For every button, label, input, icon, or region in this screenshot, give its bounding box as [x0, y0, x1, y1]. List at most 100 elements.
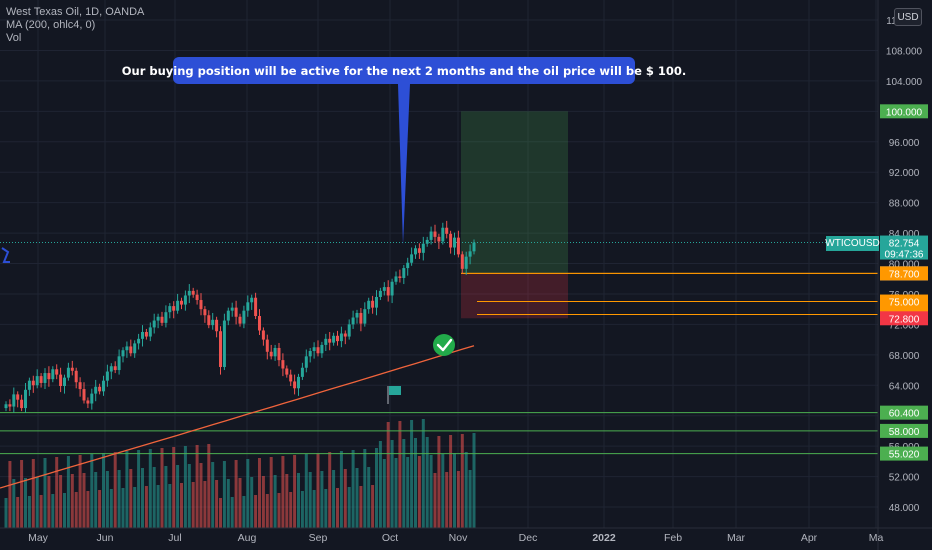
- candle-body: [312, 347, 316, 352]
- volume-bar: [472, 433, 476, 528]
- volume-bar: [74, 492, 78, 528]
- candle-body: [39, 376, 43, 383]
- volume-bar: [281, 456, 285, 528]
- x-tick-label: 2022: [592, 532, 616, 544]
- candle-body: [180, 300, 183, 305]
- candle-body: [144, 331, 148, 337]
- candle-body: [300, 367, 304, 377]
- volume-bar: [246, 459, 250, 528]
- volume-bar: [324, 489, 328, 528]
- volume-bar: [386, 422, 390, 528]
- volume-bar: [144, 486, 148, 528]
- volume-bar: [94, 472, 98, 528]
- volume-bar: [125, 451, 129, 528]
- currency-badge[interactable]: USD: [894, 8, 922, 26]
- volume-bar: [339, 451, 343, 528]
- x-tick-label: Feb: [664, 532, 682, 544]
- candle-body: [215, 319, 219, 332]
- volume-bar: [203, 481, 207, 528]
- level-badge: [880, 446, 928, 461]
- candle-body: [102, 380, 105, 392]
- candle-body: [211, 319, 215, 326]
- candle-body: [176, 300, 180, 311]
- level-badge-label: 58.000: [889, 427, 920, 438]
- volume-bars: [4, 419, 476, 528]
- chart-legend: West Texas Oil, 1D, OANDA MA (200, ohlc4…: [6, 6, 144, 45]
- level-badge-label: 60.400: [889, 409, 920, 420]
- volume-bar: [82, 473, 86, 528]
- candle-body: [320, 344, 324, 354]
- volume-bar: [47, 476, 51, 528]
- candle-body: [382, 287, 386, 291]
- volume-bar: [137, 450, 141, 528]
- volume-bar: [289, 492, 293, 528]
- callout-note[interactable]: Our buying position will be active for t…: [122, 57, 686, 84]
- volume-bar: [300, 491, 304, 528]
- legend-ma[interactable]: MA (200, ohlc4, 0): [6, 19, 96, 31]
- volume-bar: [16, 497, 20, 528]
- moving-average-line: [0, 345, 475, 489]
- candlesticks: [4, 220, 476, 413]
- volume-bar: [148, 449, 152, 528]
- y-tick-label: 92.000: [889, 168, 920, 179]
- candle-body: [121, 350, 125, 357]
- candle-body: [195, 294, 199, 301]
- candle-body: [336, 335, 339, 342]
- candle-body: [328, 338, 332, 343]
- candle-body: [156, 316, 160, 321]
- volume-bar: [78, 455, 82, 528]
- check-mark: [436, 338, 453, 352]
- candle-body: [464, 256, 468, 269]
- candle-body: [316, 347, 320, 354]
- level-badge: [880, 311, 928, 326]
- candle-body: [90, 393, 94, 404]
- candle-body: [449, 233, 453, 248]
- volume-bar: [363, 449, 367, 528]
- price-axis[interactable]: 48.00052.00056.00060.00064.00068.00072.0…: [880, 16, 928, 514]
- level-badge-label: 100.000: [886, 107, 923, 118]
- y-tick-label: 84.000: [889, 229, 920, 240]
- volume-bar: [102, 453, 105, 528]
- volume-bar: [109, 489, 113, 528]
- volume-bar: [195, 445, 199, 528]
- x-tick-label: Aug: [238, 532, 257, 544]
- candle-body: [207, 315, 211, 326]
- volume-bar: [238, 478, 242, 528]
- volume-bar: [351, 450, 355, 528]
- volume-bar: [156, 485, 160, 528]
- volume-bar: [328, 452, 332, 528]
- volume-bar: [273, 475, 277, 528]
- legend-symbol[interactable]: West Texas Oil, 1D, OANDA: [6, 6, 145, 18]
- legend-vol[interactable]: Vol: [6, 32, 22, 44]
- volume-bar: [187, 464, 191, 528]
- volume-bar: [121, 488, 125, 528]
- candle-body: [371, 300, 375, 308]
- candle-body: [254, 297, 258, 317]
- y-tick-label: 104.000: [886, 77, 923, 88]
- candle-body: [24, 389, 27, 409]
- candle-body: [160, 316, 164, 323]
- candle-body: [468, 251, 472, 257]
- volume-bar: [55, 457, 59, 528]
- x-tick-label: May: [28, 532, 49, 544]
- volume-bar: [98, 490, 102, 528]
- candle-body: [304, 356, 308, 368]
- candle-body: [332, 335, 336, 343]
- candle-body: [367, 300, 371, 310]
- candle-body: [125, 346, 129, 351]
- volume-bar: [453, 453, 456, 528]
- candle-body: [219, 331, 222, 367]
- volume-bar: [222, 461, 226, 528]
- flag-icon: [389, 386, 401, 395]
- level-badge-label: 72.800: [889, 314, 920, 325]
- candle-body: [191, 290, 195, 295]
- x-tick-label: Apr: [801, 532, 818, 544]
- volume-bar: [355, 468, 359, 528]
- candle-body: [445, 227, 449, 234]
- candle-body: [460, 254, 464, 269]
- volume-bar: [347, 487, 351, 528]
- volume-bar: [199, 463, 203, 528]
- candle-body: [456, 237, 460, 255]
